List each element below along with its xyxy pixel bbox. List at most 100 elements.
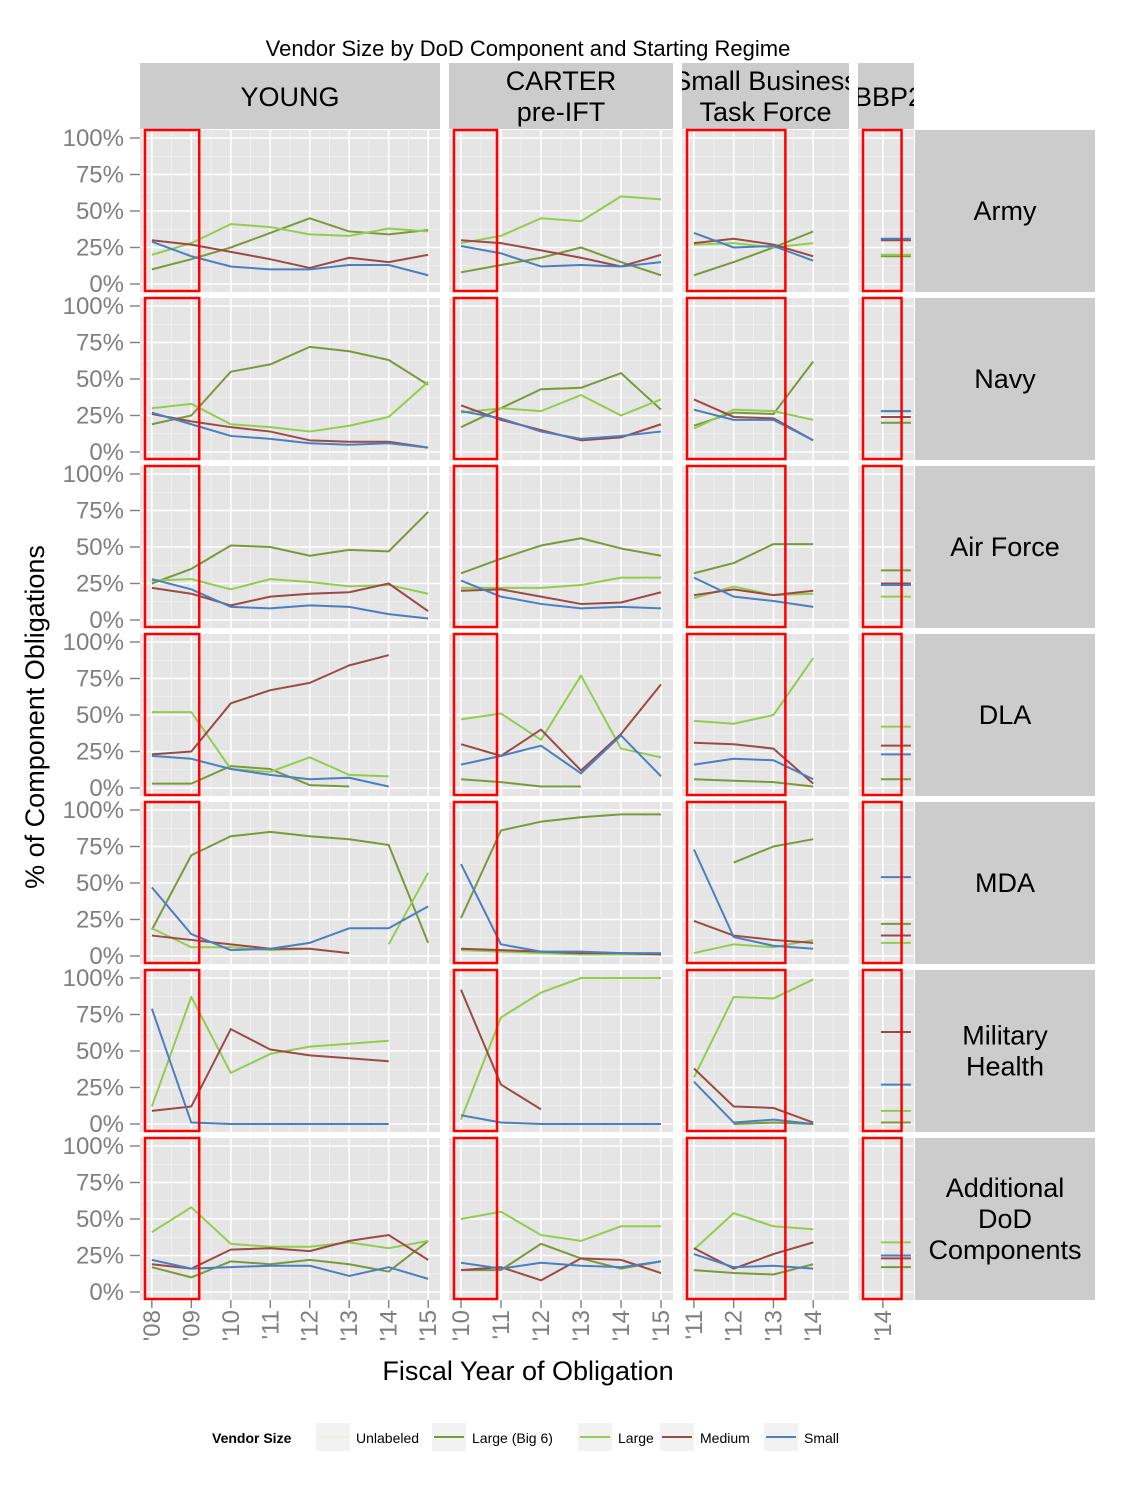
row-strip-label: Army <box>974 196 1037 226</box>
series-line-medium <box>460 683 662 772</box>
x-tick-label: '13 <box>336 1310 363 1341</box>
column-strip-label: Small Business Task Force <box>673 66 858 127</box>
y-tick-label: 75% <box>76 666 124 693</box>
panel-additional-dod-components-carter-pre-ift <box>449 1138 673 1300</box>
series-line-large <box>693 1212 814 1251</box>
panel-additional-dod-components-small-business-task-force <box>682 1138 849 1300</box>
column-strip-label-group: Small Business Task Force <box>673 66 858 127</box>
y-tick-label: 0% <box>89 439 124 466</box>
column-strip-label: CARTER pre-IFT <box>506 66 617 127</box>
panel-mda-carter-pre-ift <box>449 802 673 964</box>
y-tick-label: 50% <box>76 366 124 393</box>
panel-navy-young <box>140 298 440 460</box>
series-line-large <box>460 1210 661 1242</box>
highlight-box <box>861 1136 903 1301</box>
series-line-medium <box>151 582 429 613</box>
legend-label-large-big-6: Large (Big 6) <box>472 1430 553 1446</box>
series-line-large-big-6 <box>693 230 814 277</box>
column-strip-carter-pre-ift <box>449 63 673 129</box>
y-tick-label: 50% <box>76 1206 124 1233</box>
row-strip-label: Additional DoD Components <box>928 1173 1081 1265</box>
y-tick-label: 75% <box>76 1002 124 1029</box>
facet-strips: YOUNG CARTER pre-IFT Small Business Task For… <box>140 63 1095 1300</box>
x-tick-label: '08 <box>139 1310 166 1341</box>
highlight-box <box>452 464 499 629</box>
legend-label-large: Large <box>618 1430 654 1446</box>
x-axis-ticks: '08'09'10'11'12'13'14'15'10'11'12'13'14 '… <box>139 1300 897 1341</box>
panel-navy-bbp2 <box>858 298 914 460</box>
series-line-large-big-6 <box>460 778 581 788</box>
series-line-large <box>460 195 662 245</box>
strip-label-line: pre-IFT <box>517 97 606 127</box>
strip-label-line: Military <box>962 1021 1048 1051</box>
strip-label-line: MDA <box>975 868 1035 898</box>
row-strip-label: Navy <box>974 364 1036 394</box>
series-line-small <box>151 578 429 620</box>
panel-army-bbp2 <box>858 130 914 292</box>
series-line-medium <box>151 413 429 449</box>
series-line-large-big-6 <box>151 511 429 585</box>
strip-label-line: DoD <box>978 1204 1032 1234</box>
y-tick-label: 75% <box>76 498 124 525</box>
x-tick-label: '10 <box>218 1310 245 1341</box>
highlight-box <box>685 128 787 293</box>
x-tick-label: '13 <box>568 1310 595 1341</box>
x-tick-label: '12 <box>297 1310 324 1341</box>
series-line-large-big-6 <box>733 838 814 864</box>
row-strip-air-force <box>915 466 1095 628</box>
series-line-small <box>460 579 662 610</box>
highlight-box <box>452 128 499 293</box>
panel-additional-dod-components-bbp2 <box>858 1138 914 1300</box>
series-line-large <box>693 938 814 955</box>
panel-additional-dod-components-young <box>140 1138 440 1300</box>
row-strip-label: Military Health <box>962 1021 1048 1082</box>
y-tick-label: 75% <box>76 162 124 189</box>
series-line-medium <box>693 741 814 785</box>
highlight-box <box>685 296 787 461</box>
series-line-medium <box>460 588 662 605</box>
highlight-box <box>143 128 201 293</box>
y-tick-label: 25% <box>76 739 124 766</box>
y-tick-label: 100% <box>63 965 124 992</box>
y-tick-label: 50% <box>76 870 124 897</box>
panel-air-force-young <box>140 466 440 628</box>
series-line-small <box>460 863 661 955</box>
series-line-small <box>150 1008 389 1125</box>
x-axis-title: Fiscal Year of Obligation <box>382 1356 673 1386</box>
row-strip-mda <box>915 802 1095 964</box>
panel-mda-small-business-task-force <box>682 802 849 964</box>
highlight-box <box>861 968 903 1133</box>
column-strip-label-group: CARTER pre-IFT <box>506 66 617 127</box>
series-line-medium <box>151 654 389 756</box>
series-line-large <box>151 1206 429 1250</box>
series-line-large-big-6 <box>460 813 661 919</box>
series-line-small <box>693 1080 814 1125</box>
series-line-large-big-6 <box>460 537 662 575</box>
x-tick-label: '11 <box>488 1310 515 1340</box>
highlight-box <box>143 1136 201 1301</box>
y-tick-label: 25% <box>76 235 124 262</box>
strip-label-line: Health <box>966 1052 1044 1082</box>
highlight-box <box>861 128 903 293</box>
series-line-large <box>693 408 814 430</box>
series-line-small <box>693 849 814 950</box>
panel-military-health-carter-pre-ift <box>449 970 673 1132</box>
panel-navy-carter-pre-ift <box>449 298 673 460</box>
highlight-box <box>861 296 903 461</box>
y-tick-label: 0% <box>89 775 124 802</box>
x-tick-label: '15 <box>415 1310 442 1341</box>
y-tick-label: 75% <box>76 834 124 861</box>
highlight-box <box>452 632 499 797</box>
panel-air-force-small-business-task-force <box>682 466 849 628</box>
series-line-medium <box>151 934 350 955</box>
series-line-large <box>693 242 814 249</box>
highlight-box <box>452 296 499 461</box>
x-tick-label: '14 <box>608 1310 635 1341</box>
series-line-medium <box>460 239 662 268</box>
series-line-large <box>151 711 389 778</box>
series-line-small <box>151 411 429 449</box>
x-tick-label: '12 <box>528 1310 555 1341</box>
series-line-large <box>460 949 661 956</box>
series-line-small <box>151 240 429 277</box>
strip-label-line: Army <box>974 196 1037 226</box>
